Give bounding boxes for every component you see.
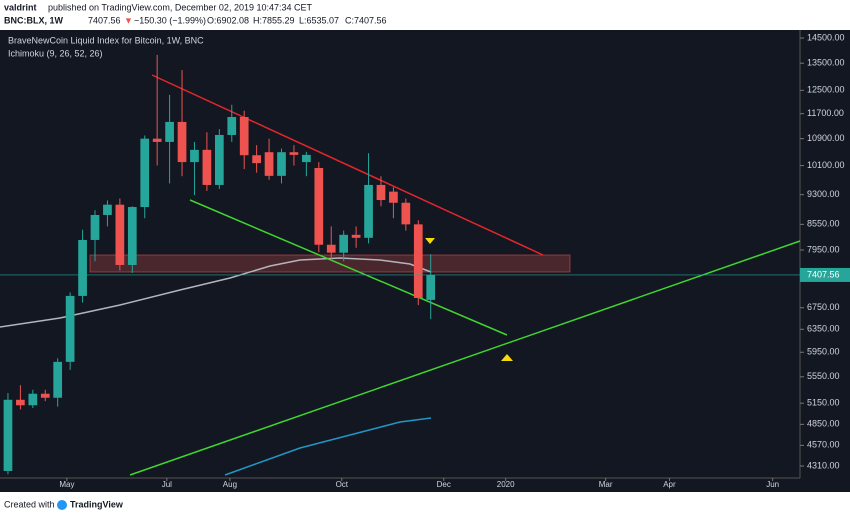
candle-body (78, 239, 87, 296)
y-tick-label: 4310.00 (807, 460, 840, 470)
x-tick-label: Dec (437, 480, 451, 489)
y-tick-label: 6350.00 (807, 324, 840, 334)
x-tick-label: May (59, 480, 74, 489)
y-tick-label: 8550.00 (807, 219, 840, 229)
ohlc-low: L:6535.07 (299, 15, 339, 25)
candle-body (65, 295, 75, 362)
y-tick-label: 13500.00 (807, 58, 845, 68)
y-tick-label: 10900.00 (807, 133, 845, 143)
candle-body (214, 134, 224, 185)
y-tick-label: 4850.00 (807, 419, 840, 429)
candle-body (202, 149, 212, 185)
footer-created: Created with (4, 499, 55, 509)
y-tick-label: 6750.00 (807, 302, 840, 312)
x-tick-label: 2020 (497, 480, 515, 489)
y-tick-label: 12500.00 (807, 85, 845, 95)
ohlc-open: O:6902.08 (207, 15, 249, 25)
resistance-zone (89, 254, 571, 273)
candle-body (302, 154, 311, 163)
candle-body (289, 152, 299, 155)
footer-bg (0, 492, 850, 517)
candle-body (28, 393, 38, 406)
chart-bg (0, 30, 850, 492)
support-trendline (189, 199, 508, 336)
footer-brand: TradingView (70, 499, 124, 509)
candle-body (426, 274, 436, 300)
y-tick-label: 7950.00 (807, 244, 840, 254)
ichimoku-line (0, 257, 432, 328)
candle-body (401, 202, 411, 225)
candle-body (339, 234, 349, 253)
resistance-trendline (151, 74, 544, 256)
x-tick-label: Aug (223, 480, 237, 489)
last: 7407.56 (88, 15, 121, 25)
author: valdrint (4, 2, 37, 12)
candle-body (177, 121, 187, 163)
change: −150.30 (−1.99%) (134, 15, 206, 25)
y-tick-label: 5150.00 (807, 398, 840, 408)
indicator-label: Ichimoku (9, 26, 52, 26) (8, 48, 103, 58)
candle-body (140, 138, 150, 208)
y-tick-label: 14500.00 (807, 32, 845, 42)
candle-body (277, 152, 286, 176)
moving-average (224, 417, 432, 476)
candle-body (152, 138, 162, 142)
y-tick-label: 4570.00 (807, 440, 840, 450)
candle-body (364, 184, 373, 238)
x-tick-label: Jun (766, 480, 779, 489)
candle-body (103, 204, 112, 215)
candle-body (413, 224, 423, 298)
y-tick-label: 9300.00 (807, 189, 840, 199)
candle-body (90, 214, 100, 240)
candle-body (53, 361, 63, 398)
last-price-label: 7407.56 (807, 269, 840, 279)
candle-body (40, 393, 50, 398)
y-tick-label: 11700.00 (807, 108, 844, 118)
plot (0, 54, 801, 476)
candle-body (326, 244, 336, 253)
candle-body (16, 399, 25, 406)
long-trendline (129, 240, 801, 476)
x-tick-label: Mar (599, 480, 613, 489)
x-tick-label: Oct (336, 480, 349, 489)
symbol: BNC:BLX, 1W (4, 15, 64, 25)
ohlc-high: H:7855.29 (253, 15, 295, 25)
candle-body (127, 207, 137, 265)
published: published on TradingView.com, December 0… (48, 2, 312, 12)
candle-body (252, 155, 261, 164)
candle-body (389, 191, 398, 203)
footer-logo (57, 500, 67, 510)
candle-body (376, 184, 386, 201)
x-tick-label: Jul (162, 480, 172, 489)
candle-body (227, 117, 237, 135)
ohlc-close: C:7407.56 (345, 15, 387, 25)
y-tick-label: 5950.00 (807, 347, 840, 357)
chart-title: BraveNewCoin Liquid Index for Bitcoin, 1… (8, 35, 204, 45)
y-tick-label: 5550.00 (807, 371, 840, 381)
candle-body (351, 234, 361, 238)
candle-body (264, 152, 274, 176)
last-price-box (800, 267, 850, 282)
candle-body (165, 121, 174, 142)
x-tick-label: Apr (663, 480, 676, 489)
y-tick-label: 10100.00 (807, 160, 845, 170)
marker-up (501, 354, 513, 361)
candle-body (239, 117, 249, 156)
marker-down (425, 238, 435, 244)
arrow: ▼ (124, 15, 133, 25)
candle-body (3, 399, 13, 471)
candle-body (115, 204, 125, 265)
candle-body (314, 168, 324, 245)
candle-body (190, 149, 199, 163)
